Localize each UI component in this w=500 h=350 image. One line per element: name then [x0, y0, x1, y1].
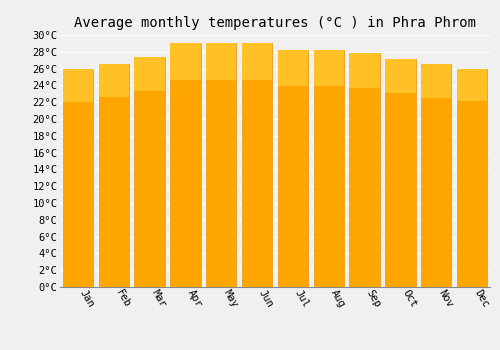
Bar [242, 43, 272, 287]
Bar [421, 64, 452, 287]
Bar [134, 57, 165, 91]
Bar [170, 43, 200, 80]
Bar [134, 57, 165, 287]
Bar [350, 52, 380, 88]
Bar [457, 69, 488, 287]
Bar [278, 50, 308, 86]
Bar [206, 43, 236, 287]
Bar [421, 64, 452, 98]
Bar [98, 64, 129, 287]
Bar [206, 43, 236, 80]
Bar [385, 58, 416, 287]
Bar [350, 52, 380, 287]
Bar [62, 69, 93, 102]
Bar [385, 58, 416, 93]
Bar [314, 50, 344, 86]
Bar [98, 64, 129, 97]
Title: Average monthly temperatures (°C ) in Phra Phrom: Average monthly temperatures (°C ) in Ph… [74, 16, 476, 30]
Bar [62, 69, 93, 287]
Bar [242, 43, 272, 80]
Bar [170, 43, 200, 287]
Bar [457, 69, 488, 102]
Bar [314, 50, 344, 287]
Bar [278, 50, 308, 287]
